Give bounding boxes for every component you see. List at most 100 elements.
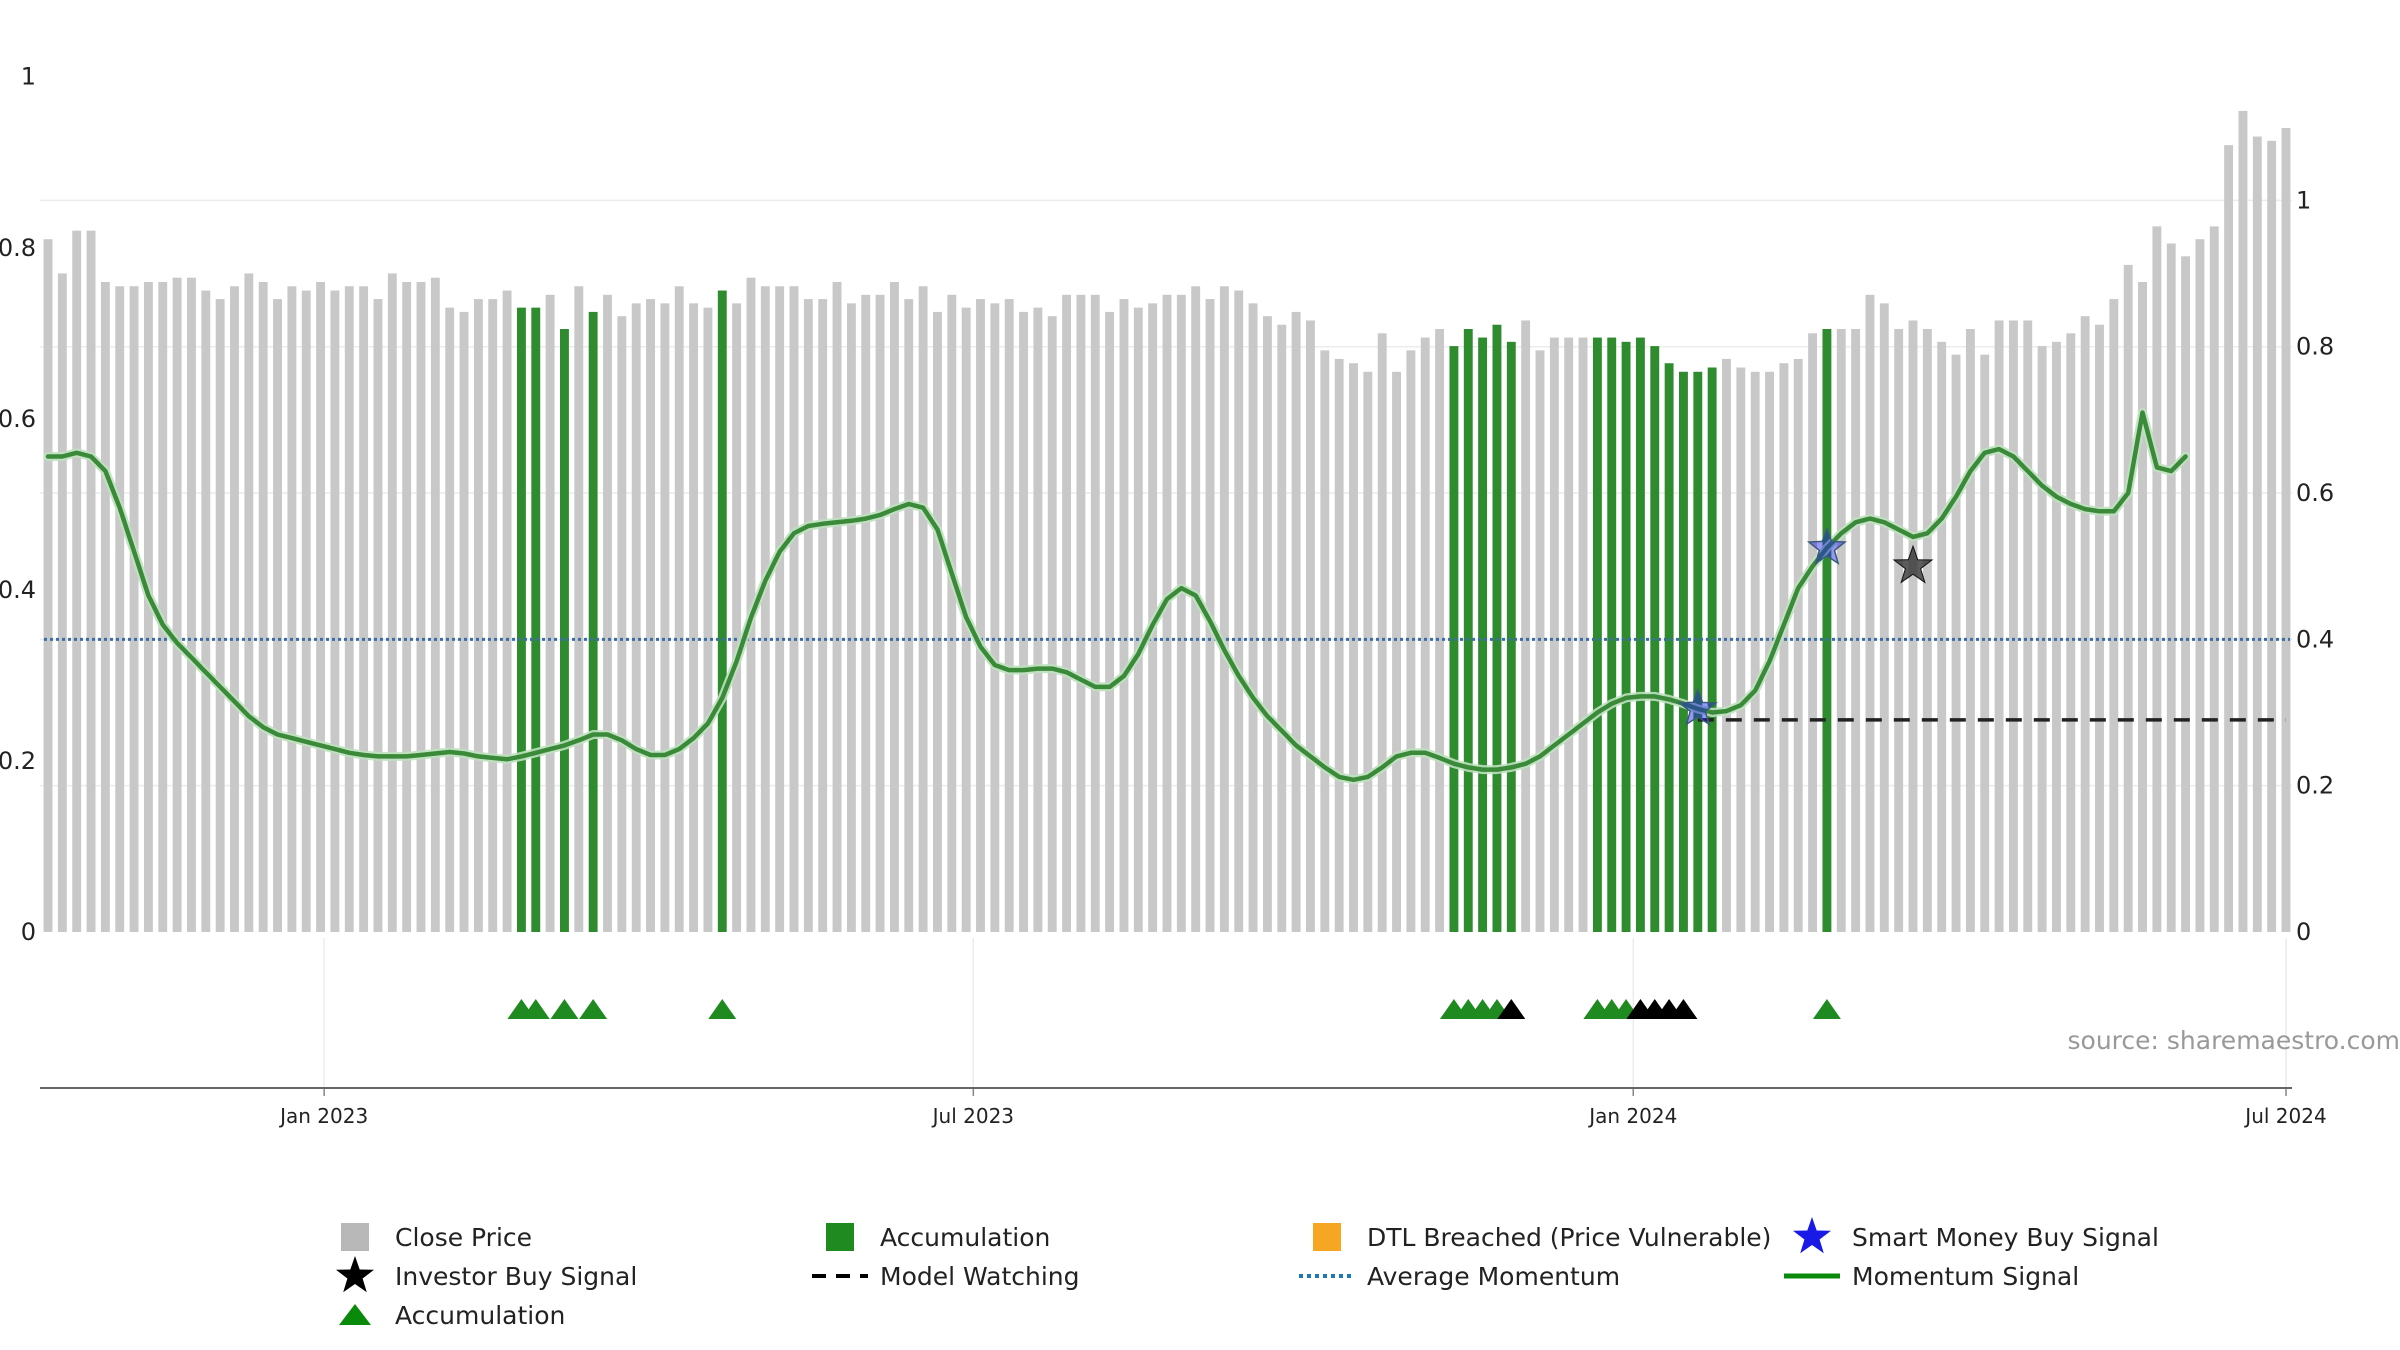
close-price-bar bbox=[230, 286, 239, 932]
close-price-bar bbox=[2023, 320, 2033, 933]
close-price-bar bbox=[502, 290, 512, 932]
left-axis-tick: 1 bbox=[21, 63, 36, 91]
close-price-bar bbox=[459, 311, 469, 932]
close-price-bar bbox=[172, 277, 182, 932]
close-price-bar bbox=[1951, 354, 1961, 932]
close-price-bar bbox=[990, 303, 1000, 933]
close-price-bar bbox=[976, 299, 985, 933]
close-price-bar bbox=[861, 294, 871, 932]
close-price-bar bbox=[631, 303, 641, 933]
left-axis-tick: 0.6 bbox=[0, 405, 36, 433]
legend-accumulation-triangle-icon bbox=[339, 1304, 371, 1325]
close-price-bar bbox=[947, 294, 957, 932]
close-price-bar bbox=[373, 299, 383, 933]
x-axis-tick: Jul 2024 bbox=[2243, 1104, 2326, 1128]
close-price-bar bbox=[473, 299, 483, 933]
triangle-marker-green bbox=[521, 999, 550, 1019]
close-price-bar bbox=[746, 277, 756, 932]
close-price-bar bbox=[1994, 320, 2004, 933]
close-price-bar bbox=[1320, 350, 1330, 932]
close-price-bar bbox=[1549, 337, 1559, 932]
close-price-bar bbox=[2066, 333, 2076, 932]
left-axis-tick: 0.4 bbox=[0, 576, 36, 604]
close-price-bar bbox=[889, 281, 899, 933]
accumulation-bar bbox=[1478, 337, 1488, 932]
legend-investor-star-icon bbox=[336, 1256, 374, 1293]
close-price-bar bbox=[359, 286, 369, 932]
close-price-bar bbox=[43, 239, 53, 932]
close-price-bar bbox=[2138, 281, 2147, 933]
close-price-bar bbox=[1377, 333, 1387, 932]
close-price-bar bbox=[789, 286, 799, 932]
close-price-bar bbox=[689, 303, 699, 933]
close-price-bar bbox=[143, 281, 153, 933]
legend-label: Smart Money Buy Signal bbox=[1852, 1223, 2159, 1252]
close-price-bar bbox=[2109, 299, 2119, 933]
legend-accumulation-square-icon bbox=[826, 1223, 854, 1251]
legend-label: Investor Buy Signal bbox=[395, 1262, 637, 1291]
accumulation-bar bbox=[516, 307, 526, 932]
close-price-bar bbox=[287, 286, 297, 932]
close-price-bar bbox=[2123, 264, 2133, 932]
close-price-bar bbox=[330, 290, 340, 932]
source-attribution: source: sharemaestro.com bbox=[2068, 1026, 2400, 1055]
close-price-bar bbox=[1090, 294, 1100, 932]
close-price-bar bbox=[2166, 243, 2176, 933]
close-price-bar bbox=[2281, 128, 2291, 932]
close-price-bar bbox=[1535, 350, 1545, 932]
close-price-bar bbox=[129, 286, 139, 932]
close-price-bar bbox=[1176, 294, 1186, 932]
triangle-marker-green bbox=[579, 999, 608, 1019]
close-price-bar bbox=[416, 281, 426, 933]
close-price-bar bbox=[445, 307, 455, 932]
close-price-bar bbox=[1047, 316, 1057, 932]
smart-money-buy-star bbox=[1806, 526, 1848, 566]
triangle-marker-green bbox=[708, 999, 737, 1019]
close-price-bar bbox=[187, 277, 196, 932]
close-price-bar bbox=[1033, 307, 1043, 932]
momentum-signal-line bbox=[45, 410, 2188, 783]
close-price-bar bbox=[1865, 294, 1875, 932]
axes: 0 0.2 0.4 0.6 0.8 1 0 0.2 0.4 0.6 0.8 1 bbox=[0, 63, 2334, 946]
legend-label: Model Watching bbox=[880, 1262, 1080, 1291]
close-price-bar bbox=[1306, 320, 1315, 933]
close-price-bar bbox=[2080, 316, 2090, 932]
legend-dtl-icon bbox=[1313, 1223, 1341, 1251]
close-price-bar bbox=[574, 286, 584, 932]
close-price-bar bbox=[775, 286, 785, 932]
accumulation-bar bbox=[1822, 329, 1832, 932]
legend-label: Accumulation bbox=[395, 1301, 565, 1330]
close-price-bar bbox=[1162, 294, 1172, 932]
triangle-marker-black bbox=[1497, 999, 1526, 1019]
close-price-bar bbox=[86, 230, 96, 932]
close-price-bar bbox=[1937, 341, 1947, 933]
close-price-bar bbox=[1363, 371, 1373, 932]
accumulation-bar bbox=[560, 329, 569, 932]
close-price-bar bbox=[2152, 226, 2162, 932]
close-price-bar bbox=[2238, 110, 2248, 932]
close-price-bar bbox=[2052, 341, 2061, 933]
accumulation-bar bbox=[1635, 337, 1645, 932]
close-price-bar bbox=[1076, 294, 1086, 932]
close-price-bar bbox=[201, 290, 211, 932]
close-price-bar bbox=[803, 299, 813, 933]
close-price-bar bbox=[1980, 354, 1990, 932]
right-axis-tick: 0.8 bbox=[2296, 333, 2334, 361]
close-price-bar bbox=[818, 299, 828, 933]
close-price-bar bbox=[1722, 358, 1731, 932]
triangle-marker-black bbox=[1669, 999, 1698, 1019]
x-axis-tick: Jul 2023 bbox=[931, 1104, 1014, 1128]
close-price-bar bbox=[316, 281, 326, 933]
accumulation-bar bbox=[588, 311, 598, 932]
close-price-bar bbox=[1750, 371, 1760, 932]
close-price-bar bbox=[875, 294, 885, 932]
close-price-bar bbox=[732, 303, 742, 933]
accumulation-bar bbox=[1679, 371, 1688, 932]
close-price-bar bbox=[1779, 363, 1789, 933]
close-price-bar bbox=[1564, 337, 1574, 932]
close-price-bar bbox=[273, 299, 282, 933]
close-price-bar bbox=[2008, 320, 2018, 933]
close-price-bar bbox=[918, 286, 928, 932]
close-price-bar bbox=[2224, 145, 2234, 932]
close-price-bar bbox=[1062, 294, 1072, 932]
